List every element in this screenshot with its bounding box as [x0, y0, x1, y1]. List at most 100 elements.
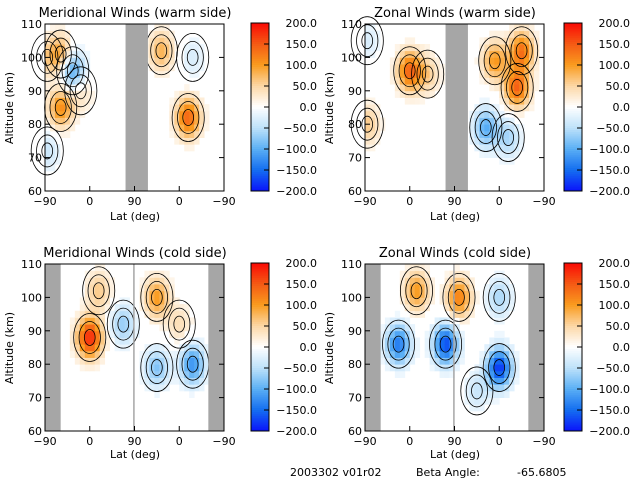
y-tick-label: 110 — [21, 18, 42, 31]
colorbar-swatch — [251, 48, 269, 51]
colorbar-swatch — [564, 267, 582, 270]
heatmap-cell — [479, 117, 485, 125]
heatmap-cell — [79, 64, 86, 72]
heatmap-cell — [419, 50, 426, 58]
heatmap-cell — [514, 90, 520, 98]
colorbar-swatch — [564, 292, 582, 295]
y-tick-label: 90 — [348, 325, 362, 338]
colorbar-swatch — [251, 138, 269, 142]
heatmap-cell — [519, 57, 525, 65]
heatmap-cell — [169, 57, 175, 65]
heatmap-cell — [154, 277, 160, 285]
colorbar-swatch — [564, 311, 582, 314]
colorbar-swatch — [251, 382, 269, 386]
heatmap-cell — [524, 84, 530, 92]
heatmap-cell — [474, 124, 480, 132]
heatmap-cell — [529, 84, 535, 92]
heatmap-cell — [369, 137, 376, 145]
heatmap-cell — [429, 57, 436, 65]
heatmap-cell — [419, 297, 426, 305]
colorbar-swatch — [251, 288, 269, 291]
heatmap-cell — [484, 150, 490, 158]
contour-line — [447, 280, 471, 314]
colorbar-swatch — [251, 44, 269, 47]
colorbar-swatch — [564, 86, 582, 89]
colorbar-swatch — [564, 46, 582, 49]
heatmap-cell — [45, 50, 51, 58]
contour-line — [361, 115, 374, 133]
colorbar-swatch — [564, 403, 582, 407]
heatmap-cell — [494, 270, 500, 278]
heatmap-cell — [159, 324, 165, 332]
heatmap-cell — [409, 50, 416, 58]
colorbar-swatch — [251, 424, 269, 428]
heatmap-cell — [484, 137, 490, 145]
heatmap-cell — [154, 304, 160, 312]
heatmap-cell — [404, 50, 411, 58]
colorbar-swatch — [251, 397, 269, 400]
colorbar-tick-label: 100.0 — [286, 59, 318, 72]
contour-line — [399, 266, 433, 316]
heatmap-cell — [194, 57, 200, 65]
colorbar-swatch — [251, 52, 269, 55]
colorbar-swatch — [564, 326, 582, 329]
heatmap-cell — [169, 64, 175, 72]
colorbar-swatch — [564, 119, 582, 123]
heatmap-cell — [459, 284, 465, 292]
heatmap-cell — [389, 357, 396, 365]
heatmap-cell — [449, 304, 455, 312]
heatmap-cell — [384, 317, 391, 325]
heatmap-cell — [469, 370, 475, 378]
contour-line — [392, 335, 405, 353]
heatmap-cell — [159, 30, 165, 38]
heatmap-cell — [199, 370, 205, 378]
heatmap-cell — [489, 364, 495, 372]
heatmap-cell — [399, 57, 406, 65]
heatmap-cell — [499, 57, 505, 65]
heatmap-cell — [499, 110, 505, 118]
heatmap-cell — [84, 70, 91, 78]
heatmap-cell — [419, 270, 426, 278]
heatmap-cell — [484, 70, 490, 78]
y-tick-label: 80 — [28, 118, 42, 131]
heatmap-cell — [399, 77, 406, 85]
heatmap-cell — [174, 330, 180, 338]
colorbar-swatch — [564, 186, 582, 190]
colorbar-swatch — [564, 134, 582, 137]
heatmap-cell — [174, 370, 180, 378]
heatmap-cell — [519, 130, 525, 138]
heatmap-cell — [189, 350, 195, 358]
heatmap-cell — [439, 284, 445, 292]
colorbar-swatch — [564, 149, 582, 152]
heatmap-cell — [69, 110, 76, 118]
contour-line — [54, 99, 67, 116]
heatmap-cell — [419, 290, 426, 298]
contour-line — [140, 343, 174, 392]
heatmap-cell — [429, 364, 436, 372]
heatmap-cell — [419, 264, 426, 272]
contour-line — [145, 351, 168, 384]
heatmap-cell — [99, 344, 106, 352]
colorbar-swatch — [564, 180, 582, 184]
heatmap-cell — [489, 57, 495, 65]
heatmap-cell — [409, 284, 416, 292]
heatmap-cell — [194, 64, 200, 72]
heatmap-cell — [104, 330, 111, 338]
heatmap-cell — [84, 310, 91, 318]
contour-line — [506, 71, 529, 104]
heatmap-cell — [489, 84, 495, 92]
heatmap-cell — [99, 284, 106, 292]
heatmap-cell — [45, 137, 51, 145]
heatmap-cell — [504, 344, 510, 352]
heatmap-cell — [189, 44, 195, 52]
heatmap-cell — [179, 310, 185, 318]
heatmap-cell — [484, 44, 490, 52]
heatmap-cell — [474, 130, 480, 138]
heatmap-cell — [164, 364, 170, 372]
heatmap-cell — [484, 37, 490, 45]
contour-line — [106, 299, 140, 349]
heatmap-cell — [79, 44, 86, 52]
heatmap-cell — [479, 144, 485, 152]
colorbar-swatch — [251, 321, 269, 325]
heatmap-cell — [494, 330, 500, 338]
